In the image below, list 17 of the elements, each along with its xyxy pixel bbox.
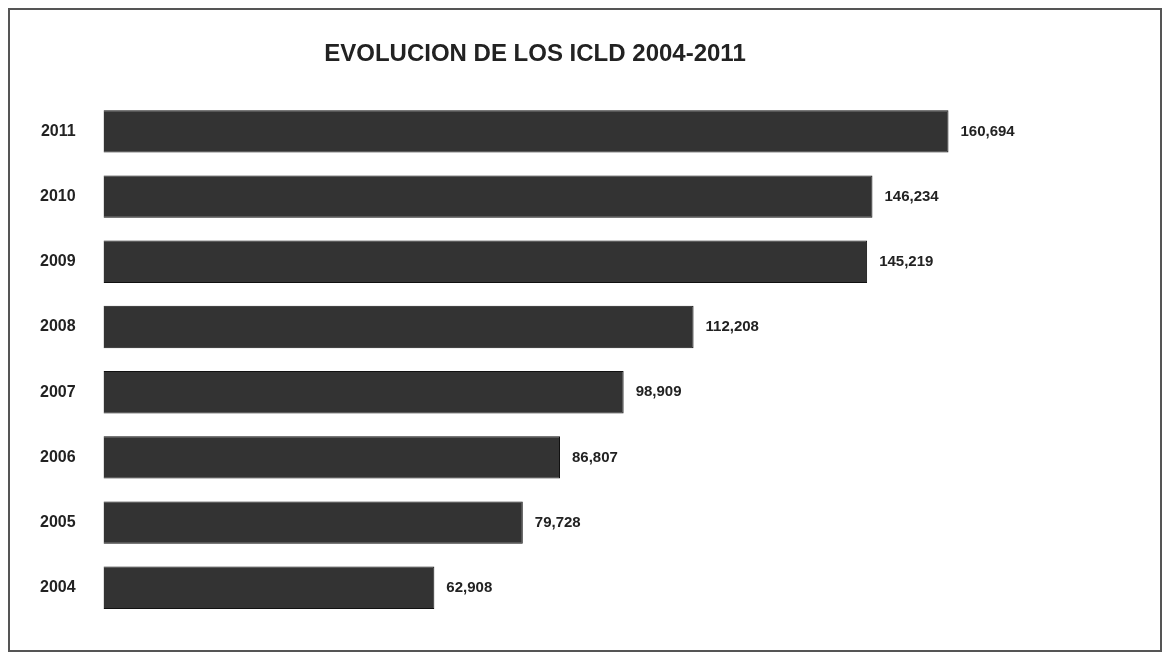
data-label: 146,234 bbox=[884, 186, 940, 204]
y-tick-label: 2011 bbox=[40, 121, 76, 139]
data-label: 79,728 bbox=[534, 512, 581, 530]
y-tick-label: 2008 bbox=[40, 317, 76, 335]
data-label: 145,219 bbox=[879, 251, 934, 269]
data-label: 98,909 bbox=[635, 382, 682, 400]
y-tick-label: 2006 bbox=[40, 447, 76, 465]
data-label: 62,908 bbox=[446, 577, 493, 595]
data-label: 112,208 bbox=[705, 317, 759, 335]
y-tick-label: 2010 bbox=[40, 187, 76, 205]
chart-title: EVOLUCION DE LOS ICLD 2004-2011 bbox=[324, 39, 746, 67]
y-tick-label: 2004 bbox=[40, 578, 76, 596]
data-label: 160,694 bbox=[960, 121, 1016, 139]
y-tick-label: 2005 bbox=[40, 513, 76, 531]
data-label: 86,807 bbox=[572, 447, 618, 465]
y-tick-label: 2007 bbox=[40, 382, 76, 400]
y-tick-label: 2009 bbox=[40, 252, 76, 270]
